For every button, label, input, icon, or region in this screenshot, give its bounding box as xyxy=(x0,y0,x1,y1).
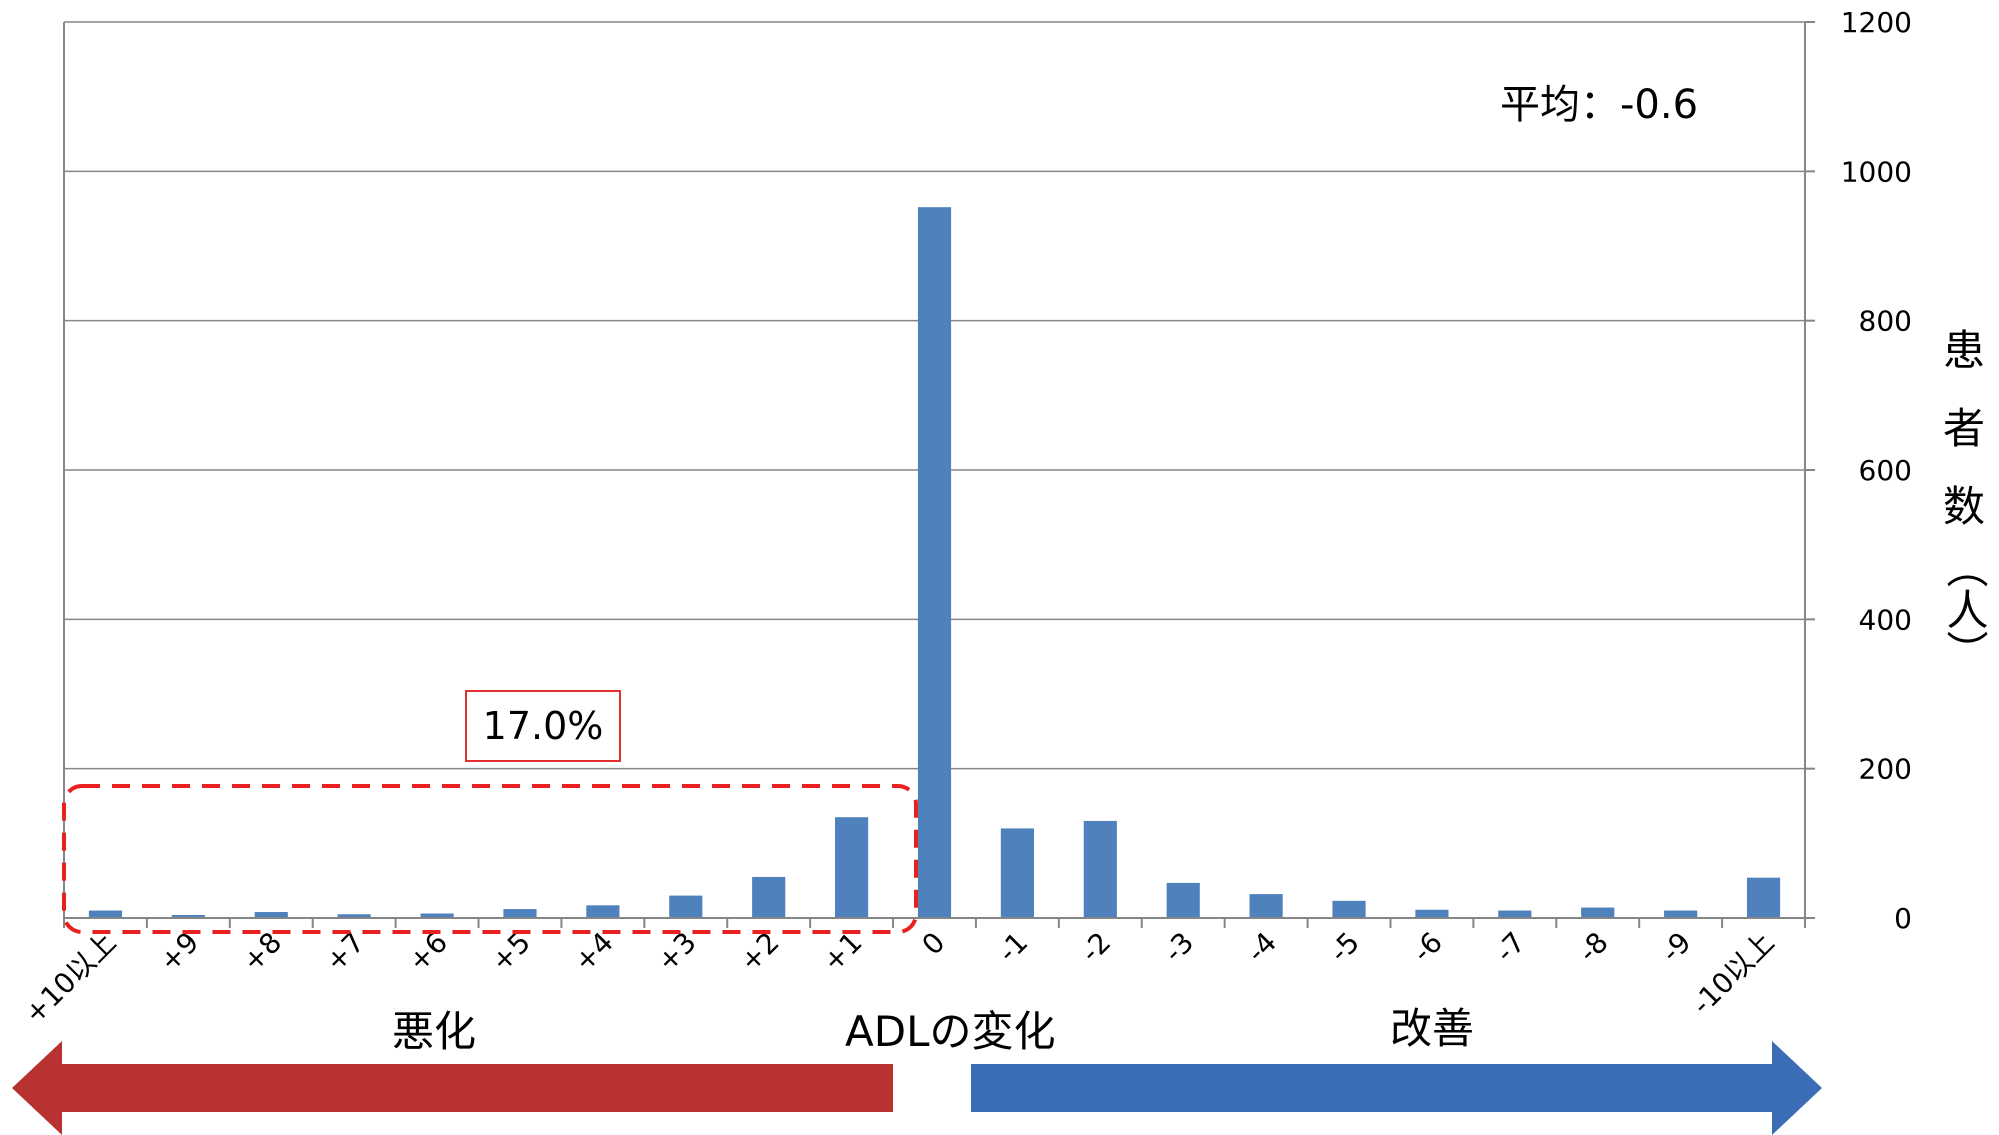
bar xyxy=(1083,820,1117,918)
bar xyxy=(1166,882,1200,918)
x-tick-label: 0 xyxy=(916,926,952,962)
y-tick-label: 400 xyxy=(1859,603,1912,636)
bar xyxy=(835,817,869,918)
x-axis-label: ADLの変化 xyxy=(845,1007,1056,1056)
x-tick-label: -3 xyxy=(1157,926,1200,969)
better-arrow xyxy=(971,1041,1822,1135)
worse-highlight-box xyxy=(62,784,918,934)
y-axis-label: 患者数 （人） xyxy=(1940,312,1989,672)
y-axis-label-char: 者 xyxy=(1942,404,1985,453)
x-tick-label: +10以上 xyxy=(18,926,123,1031)
bar xyxy=(1332,900,1366,918)
y-tick-label: 800 xyxy=(1859,305,1912,338)
bar xyxy=(1000,828,1034,918)
bar xyxy=(1498,910,1532,918)
y-axis-label-char: 数 xyxy=(1942,482,1985,531)
x-tick-label: -9 xyxy=(1655,926,1698,969)
bars xyxy=(88,207,1781,918)
bar xyxy=(503,909,537,918)
bar xyxy=(1249,894,1283,918)
better-label: 改善 xyxy=(1390,1004,1475,1053)
bar xyxy=(88,910,123,918)
bar xyxy=(1581,907,1615,918)
bar xyxy=(669,895,703,918)
bar xyxy=(1415,909,1449,918)
bar xyxy=(1746,877,1781,918)
x-tick-label: -8 xyxy=(1572,926,1615,969)
y-tick-label: 600 xyxy=(1859,454,1912,487)
x-tick-label: -5 xyxy=(1323,926,1366,969)
bar xyxy=(752,876,786,918)
axes xyxy=(63,21,1815,928)
bar xyxy=(586,905,620,918)
x-tick-label: -2 xyxy=(1074,926,1117,969)
y-tick-label: 0 xyxy=(1894,902,1912,935)
bar xyxy=(254,912,288,918)
y-tick-label: 200 xyxy=(1859,753,1912,786)
y-axis-label-char: 患 xyxy=(1942,326,1985,375)
bar xyxy=(171,915,205,918)
x-tick-label: -7 xyxy=(1489,926,1532,969)
y-tick-label: 1200 xyxy=(1841,6,1912,39)
x-tick-label: -10以上 xyxy=(1685,926,1780,1021)
y-axis-label-unit: （人） xyxy=(1940,546,1989,672)
x-tick-label: -1 xyxy=(991,926,1034,969)
worse-arrow xyxy=(12,1041,893,1135)
bar xyxy=(917,207,952,918)
bar xyxy=(1664,910,1698,918)
bar xyxy=(420,913,454,918)
worse-label: 悪化 xyxy=(392,1007,477,1056)
mean-annotation: 平均：-0.6 xyxy=(1500,82,1699,128)
y-tick-label: 1000 xyxy=(1841,155,1912,188)
bar xyxy=(337,914,371,918)
x-tick-label: -6 xyxy=(1406,926,1449,969)
worse-share-label: 17.0% xyxy=(465,690,621,762)
y-tick-labels: 0 200 400 600 800 1000 1200 xyxy=(1841,6,1912,935)
x-tick-label: -4 xyxy=(1240,926,1283,969)
